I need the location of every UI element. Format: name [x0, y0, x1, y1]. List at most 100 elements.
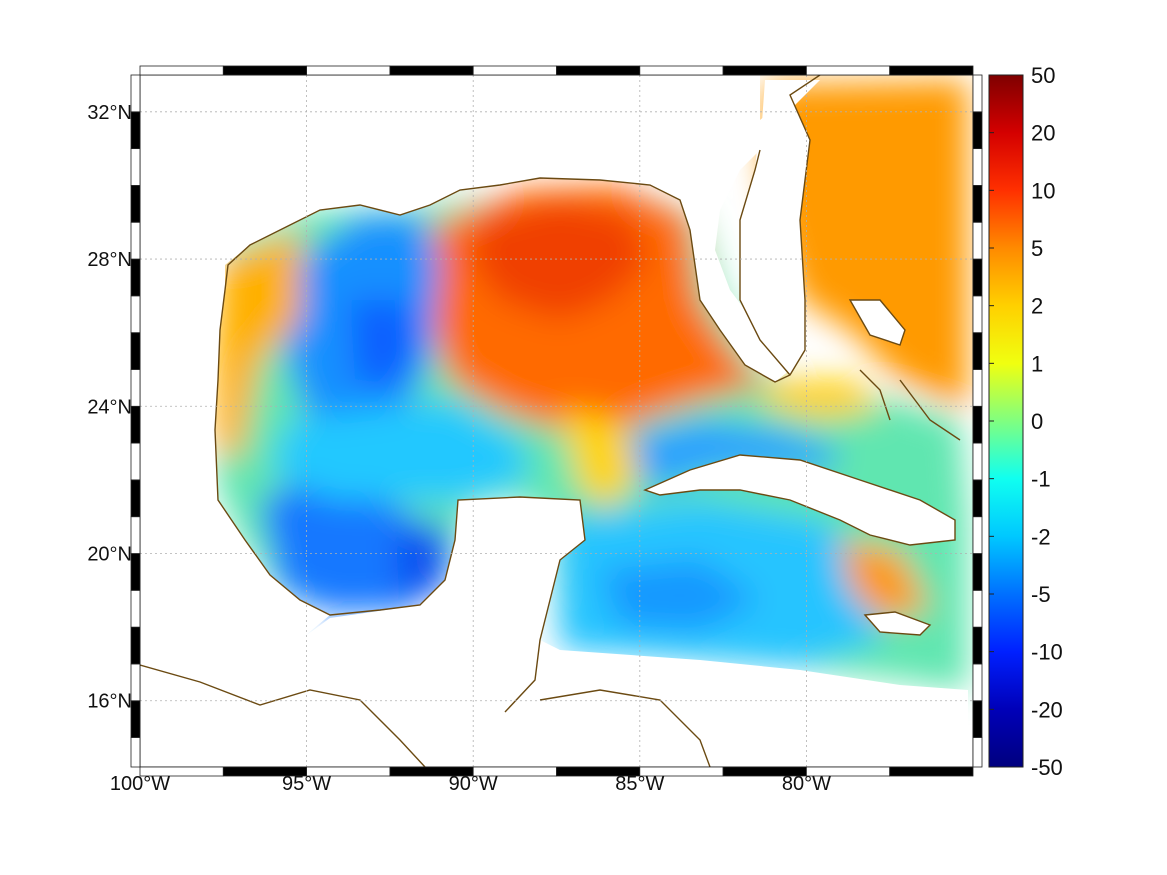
frame-segment-right: [972, 479, 983, 518]
colorbar-label: 10: [1031, 178, 1055, 203]
map-frame: [130, 65, 983, 777]
frame-segment-left: [130, 405, 141, 444]
ne-gulf-core: [470, 200, 650, 320]
frame-segment-left: [130, 479, 141, 518]
frame-segment-left: [130, 74, 141, 113]
x-tick-label: 95°W: [282, 773, 331, 795]
mexico-coast-warm: [215, 230, 300, 460]
frame-segment-top: [222, 65, 308, 76]
frame-segment-left: [130, 553, 141, 591]
x-tick-label: 90°W: [449, 773, 498, 795]
colorbar-label: 50: [1031, 63, 1055, 88]
frame-segment-top: [639, 65, 724, 76]
colorbar-label: -50: [1031, 755, 1063, 780]
western-gulf-core: [350, 300, 420, 390]
coastline-florida-west: [739, 149, 791, 376]
frame-segment-right: [972, 737, 983, 768]
coastlines: [140, 75, 961, 767]
frame-segment-right: [972, 589, 983, 628]
frame-segment-right: [972, 369, 983, 407]
land-mexico-west: [140, 290, 330, 670]
colorbar-label: -5: [1031, 582, 1051, 607]
coastline-us-gulf: [224, 75, 821, 383]
y-axis: 32°N 28°N 24°N 20°N 16°N: [87, 102, 132, 713]
frame-segment-left: [130, 589, 141, 628]
land-yucatan: [140, 497, 585, 767]
coastline-bahamas: [848, 299, 961, 441]
y-tick-label: 32°N: [87, 102, 132, 124]
frame-segment-right: [972, 405, 983, 444]
colorbar-label: -1: [1031, 467, 1051, 492]
frame-segment-right: [972, 332, 983, 370]
straits-cool: [620, 420, 840, 490]
y-tick-label: 24°N: [87, 396, 132, 418]
atlantic-warm: [765, 80, 968, 410]
coastline-mexico: [214, 289, 586, 713]
frame-segment-left: [130, 258, 141, 297]
colorbar-gradient: [989, 75, 1023, 767]
central-gulf-cool: [270, 400, 530, 500]
y-tick-label: 28°N: [87, 249, 132, 271]
frame-segment-left: [130, 626, 141, 665]
frame-segment-left: [130, 663, 141, 702]
campeche-core: [395, 525, 450, 600]
frame-segment-left: [130, 221, 141, 260]
frame-segment-right: [972, 442, 983, 481]
land-bahamas: [850, 300, 905, 345]
frame-segment-right: [972, 185, 983, 223]
frame-segment-right: [972, 626, 983, 665]
frame-segment-left: [130, 111, 141, 150]
frame-segment-left: [130, 295, 141, 334]
frame-segment-top: [139, 65, 224, 76]
frame-segment-right: [972, 74, 983, 113]
frame-segment-top: [472, 65, 557, 76]
keys-warm: [760, 380, 880, 420]
frame-segment-right: [972, 663, 983, 702]
colorbar-label: -20: [1031, 697, 1063, 722]
colorbar-label: 5: [1031, 236, 1043, 261]
caribbean-blue: [600, 560, 760, 630]
coastline-jamaica: [863, 611, 932, 636]
colorbar-label: 1: [1031, 351, 1043, 376]
frame-segment-top: [806, 65, 891, 76]
frame-segment-top: [556, 65, 641, 76]
x-tick-label: 80°W: [782, 773, 831, 795]
land-cuba: [645, 455, 955, 545]
frame-segment-right: [972, 221, 983, 260]
data-field: [140, 75, 973, 767]
frame-segment-right: [972, 258, 983, 297]
frame-segment-right: [972, 148, 983, 186]
colorbar-label: -10: [1031, 640, 1063, 665]
coastline-central-america: [140, 664, 426, 767]
land-jamaica: [865, 612, 930, 635]
y-tick-label: 16°N: [87, 691, 132, 713]
land-florida: [740, 95, 810, 375]
frame-segment-left: [130, 737, 141, 768]
frame-segment-top: [889, 65, 974, 76]
land-florida-east: [760, 80, 820, 150]
frame-segment-right: [972, 111, 983, 150]
grid-lines: [140, 75, 973, 767]
frame-segment-left: [130, 369, 141, 407]
colorbar-label: 20: [1031, 121, 1055, 146]
frame-segment-right: [972, 295, 983, 334]
south-cuba-warm: [840, 540, 930, 620]
frame-segment-right: [972, 516, 983, 554]
frame-segment-left: [130, 700, 141, 738]
frame-segment-left: [130, 442, 141, 481]
x-tick-label: 100°W: [110, 773, 170, 795]
coastline-honduras: [539, 689, 711, 767]
frame-segment-left: [130, 332, 141, 370]
x-axis: 100°W 95°W 90°W 85°W 80°W: [110, 773, 831, 795]
colorbar-label: -2: [1031, 524, 1051, 549]
land-caribbean-south: [560, 650, 968, 767]
frame-segment-left: [130, 185, 141, 223]
frame-segment-left: [130, 148, 141, 186]
colorbar-label: 0: [1031, 409, 1043, 434]
frame-segment-top: [389, 65, 474, 76]
frame-segment-top: [722, 65, 807, 76]
yucatan-warm: [560, 410, 640, 510]
